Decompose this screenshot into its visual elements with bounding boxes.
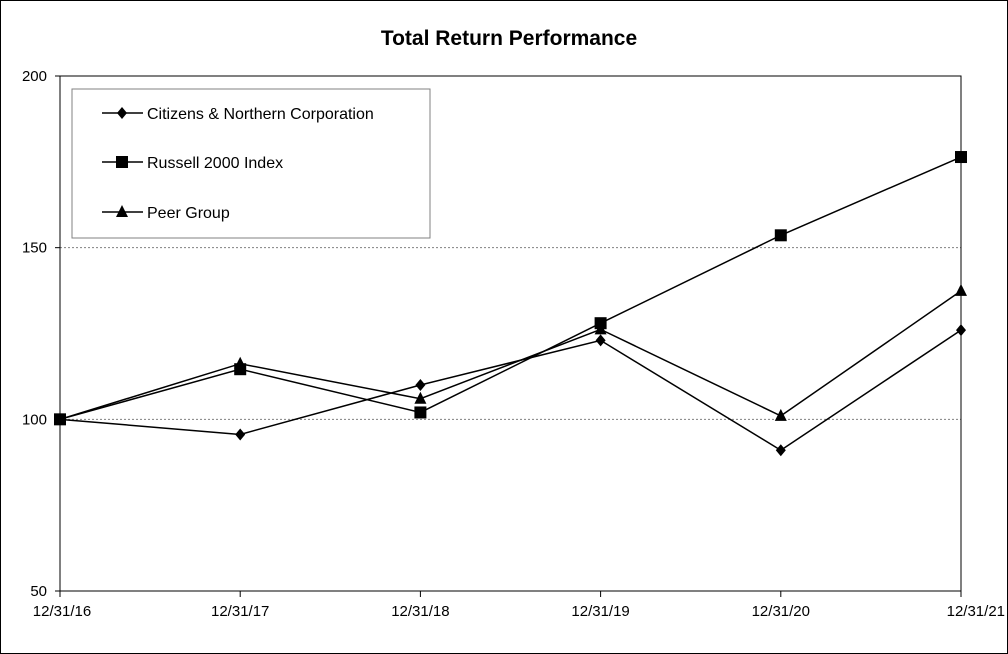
legend-label: Russell 2000 Index <box>147 155 283 172</box>
data-point-diamond <box>595 334 606 347</box>
y-tick-label: 100 <box>22 411 47 428</box>
legend-item: Peer Group <box>102 205 230 222</box>
y-tick-label: 200 <box>22 68 47 85</box>
legend-item: Citizens & Northern Corporation <box>102 106 374 123</box>
data-point-square <box>414 406 427 419</box>
data-point-diamond <box>415 379 426 391</box>
x-axis-ticks: 12/31/16 12/31/17 12/31/18 12/31/19 12/31/20… <box>33 591 1005 620</box>
x-tick-label: 12/31/19 <box>571 603 629 620</box>
series-line <box>59 156 962 421</box>
y-axis-ticks: 50 100 150 200 <box>22 68 60 600</box>
data-point-triangle <box>414 391 427 404</box>
legend-label: Peer Group <box>147 205 230 222</box>
data-point-square <box>955 151 967 164</box>
series-line <box>59 290 962 421</box>
x-tick-label: 12/31/20 <box>752 603 810 620</box>
legend-label: Citizens & Northern Corporation <box>147 106 374 123</box>
data-point-diamond <box>775 444 786 457</box>
series-triangle <box>54 283 967 425</box>
data-point-diamond <box>235 428 246 441</box>
gridlines <box>60 247 961 420</box>
x-tick-label: 12/31/16 <box>33 603 91 620</box>
x-tick-label: 12/31/21 <box>947 603 1005 620</box>
legend-marker-diamond <box>117 107 127 119</box>
legend-item: Russell 2000 Index <box>102 155 283 172</box>
x-tick-label: 12/31/17 <box>211 603 269 620</box>
data-point-triangle <box>54 412 66 425</box>
data-point-triangle <box>955 283 967 296</box>
legend: Citizens & Northern Corporation Russell 2… <box>71 88 431 239</box>
chart-title: Total Return Performance <box>381 27 637 50</box>
y-tick-label: 50 <box>30 583 47 600</box>
legend-marker-square <box>116 156 128 168</box>
data-point-diamond <box>956 324 966 337</box>
data-point-triangle <box>594 322 607 335</box>
legend-marker-triangle <box>116 205 128 217</box>
y-tick-label: 150 <box>22 240 47 257</box>
series-group <box>54 151 967 457</box>
series-diamond <box>55 324 966 457</box>
data-point-triangle <box>774 408 787 421</box>
x-tick-label: 12/31/18 <box>391 603 449 620</box>
legend-box <box>71 88 431 239</box>
data-point-square <box>774 229 787 242</box>
series-line <box>59 329 962 452</box>
data-point-triangle <box>234 356 247 369</box>
